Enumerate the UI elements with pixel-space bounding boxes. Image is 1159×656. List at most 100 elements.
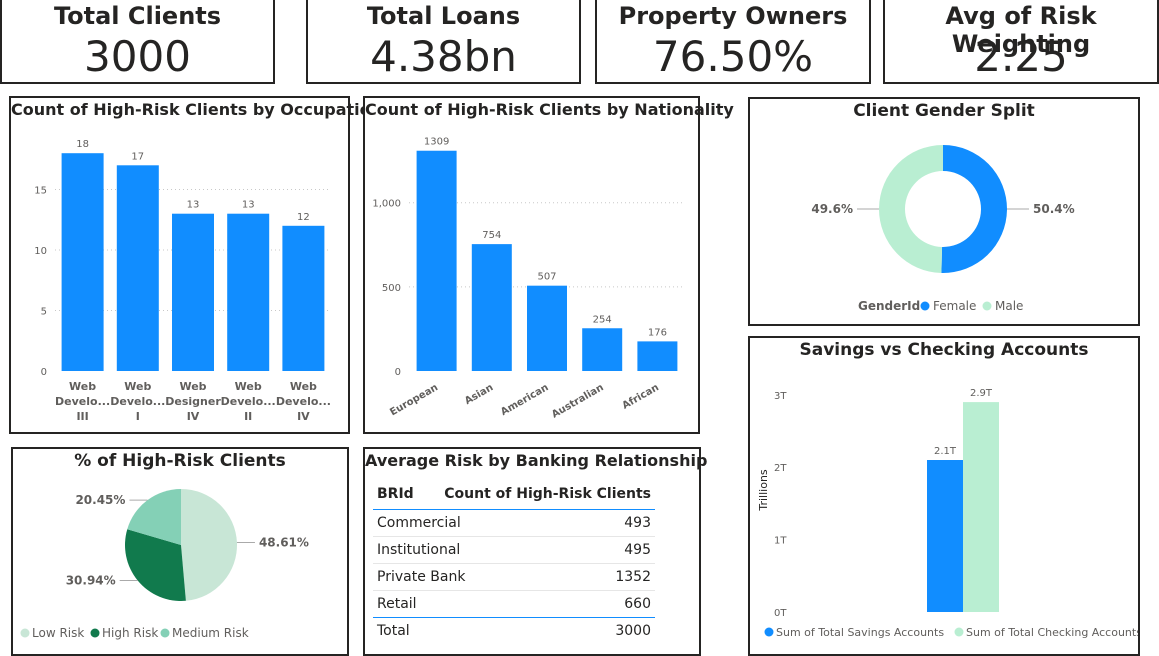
- x-tick-label: I: [136, 410, 140, 423]
- bar: [527, 285, 567, 371]
- x-tick-label: Australian: [550, 382, 606, 421]
- occupation-chart-card: Count of High-Risk Clients by Occupation…: [9, 96, 383, 434]
- data-label: 13: [242, 200, 255, 211]
- x-tick-label: IV: [297, 410, 310, 423]
- x-tick-label: Asian: [463, 382, 495, 407]
- table-cell: Commercial: [377, 515, 461, 531]
- kpi-title: Total Loans: [366, 2, 521, 30]
- x-tick-label: IV: [187, 410, 200, 423]
- table-row: Commercial 493: [373, 510, 655, 537]
- y-tick-label: 1T: [774, 536, 787, 547]
- column-header[interactable]: BRId: [377, 486, 414, 502]
- data-label: 2.9T: [970, 388, 993, 399]
- gender-donut-chart: 50.4% 49.6% GenderId Female Male: [811, 145, 1075, 313]
- legend-marker: [90, 628, 100, 638]
- bar: [471, 244, 512, 371]
- chart-title: Savings vs Checking Accounts: [799, 340, 1089, 360]
- kpi-title: Property Owners: [618, 2, 848, 30]
- table-cell: Total: [377, 623, 410, 639]
- gender-chart-card: Client Gender Split 50.4% 49.6% GenderId Fe…: [748, 97, 1140, 326]
- y-tick-label: 500: [382, 283, 401, 294]
- legend-label: Sum of Total Savings Accounts: [776, 626, 944, 639]
- bar: [963, 402, 999, 612]
- nationality-chart-card: Count of High-Risk Clients by Nationalit…: [363, 96, 734, 434]
- column-header[interactable]: Count of High-Risk Clients: [444, 486, 651, 502]
- y-tick-label: 5: [41, 307, 47, 318]
- data-label: 48.61%: [259, 536, 309, 550]
- x-tick-label: European: [388, 382, 440, 418]
- data-label: 30.94%: [66, 573, 116, 587]
- table-cell: 660: [624, 596, 651, 612]
- table-total-row: Total 3000: [373, 618, 655, 644]
- y-tick-label: 0: [41, 367, 47, 378]
- bar: [61, 153, 104, 371]
- donut-slice: [879, 145, 943, 273]
- legend-marker: [160, 628, 170, 638]
- x-tick-label: Designer: [165, 395, 221, 408]
- x-tick-label: American: [499, 382, 550, 418]
- x-tick-label: Develo...: [276, 395, 331, 408]
- data-label: 176: [648, 327, 667, 338]
- risk-pie-chart: 48.61% 30.94% 20.45% Low Risk High Risk Mediu…: [20, 489, 309, 640]
- legend-marker: [20, 628, 30, 638]
- pie-slice: [181, 489, 238, 601]
- y-tick-label: 0T: [774, 608, 787, 619]
- nationality-bar-chart: 0 500 1,000 1309 European 754 Asian 507 American…: [372, 137, 685, 421]
- bar: [582, 328, 623, 371]
- legend-label: Sum of Total Checking Accounts: [966, 626, 1138, 639]
- x-tick-label: II: [244, 410, 252, 423]
- chart-title: Client Gender Split: [853, 101, 1035, 121]
- data-label: 2.1T: [934, 446, 957, 457]
- kpi-card-total-loans: Total Loans 4.38bn: [306, 0, 581, 84]
- y-axis-title: Trillions: [757, 469, 770, 512]
- chart-title: Count of High-Risk Clients by Occupation: [11, 100, 383, 119]
- y-tick-label: 1,000: [372, 199, 401, 210]
- x-tick-label: Develo...: [55, 395, 110, 408]
- x-tick-label: Web: [235, 380, 262, 393]
- table-cell: 493: [624, 515, 651, 531]
- kpi-card-total-clients: Total Clients 3000: [0, 0, 275, 84]
- y-tick-label: 10: [34, 246, 47, 257]
- kpi-card-property-owners: Property Owners 76.50%: [595, 0, 871, 84]
- banking-table: BRId Count of High-Risk Clients Commerci…: [373, 479, 655, 644]
- data-label: 1309: [424, 137, 449, 148]
- table-cell: Retail: [377, 596, 417, 612]
- table-header-row: BRId Count of High-Risk Clients: [373, 479, 655, 510]
- legend-label: Male: [995, 299, 1023, 313]
- legend-marker: [920, 301, 930, 311]
- legend-label: Female: [933, 299, 976, 313]
- data-label: 507: [537, 272, 556, 283]
- y-tick-label: 2T: [774, 463, 787, 474]
- data-label: 254: [593, 314, 612, 325]
- kpi-value: 3000: [84, 32, 191, 81]
- pie-slice: [125, 529, 186, 601]
- data-label: 13: [187, 200, 200, 211]
- data-label: 754: [482, 230, 501, 241]
- table-title: Average Risk by Banking Relationship: [365, 451, 708, 470]
- data-label: 12: [297, 212, 310, 223]
- legend-marker: [764, 627, 774, 637]
- bar: [172, 213, 214, 371]
- bar: [927, 460, 963, 612]
- table-cell: Private Bank: [377, 569, 466, 585]
- x-tick-label: Web: [124, 380, 151, 393]
- x-tick-label: III: [76, 410, 88, 423]
- chart-title: % of High-Risk Clients: [74, 451, 286, 471]
- pie-slice: [127, 489, 181, 545]
- kpi-card-avg-risk-weighting: Avg of Risk Weighting 2.25: [883, 0, 1159, 84]
- y-tick-label: 3T: [774, 391, 787, 402]
- x-tick-label: Develo...: [221, 395, 276, 408]
- savings-chart-card: Savings vs Checking Accounts 0T 1T 2T 3T Tri…: [748, 336, 1140, 656]
- bar: [416, 150, 457, 371]
- chart-title: Count of High-Risk Clients by Nationalit…: [365, 100, 734, 119]
- kpi-value: 2.25: [974, 32, 1068, 81]
- legend-label: Medium Risk: [172, 626, 249, 640]
- bar: [227, 213, 270, 371]
- kpi-title: Avg of Risk Weighting: [945, 2, 1097, 58]
- legend-label: High Risk: [102, 626, 158, 640]
- x-tick-label: African: [621, 382, 661, 412]
- data-label: 50.4%: [1033, 202, 1075, 216]
- savings-bar-chart: 0T 1T 2T 3T Trillions 2.1T 2.9T Sum of Total Sa…: [757, 388, 1138, 639]
- data-label: 20.45%: [75, 493, 125, 507]
- table-cell: 3000: [615, 623, 651, 639]
